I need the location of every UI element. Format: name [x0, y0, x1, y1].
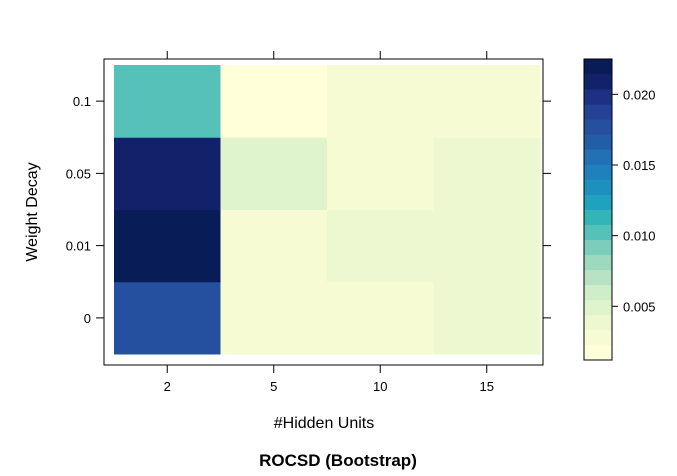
- heatmap-cell-5-0.1: [220, 65, 328, 138]
- colorbar-segment: [584, 224, 612, 240]
- colorbar-segment: [584, 119, 612, 135]
- colorbar-segment: [584, 89, 612, 105]
- x-tick-label: 5: [270, 379, 277, 394]
- colorbar-segment: [584, 239, 612, 256]
- heatmap-cell-15-0.05: [433, 137, 541, 210]
- x-tick-label: 2: [164, 379, 171, 394]
- colorbar-frame: [583, 58, 613, 361]
- heatmap-cell-2-0.05: [114, 137, 221, 210]
- heatmap-cells: [114, 65, 541, 355]
- colorbar-segment: [584, 194, 612, 210]
- heatmap-cell-2-0.01: [114, 209, 221, 283]
- y-tick-label: 0.1: [73, 94, 91, 109]
- colorbar-segment: [584, 74, 612, 90]
- x-axis-title: #Hidden Units: [274, 415, 375, 432]
- x-tick-label: 10: [373, 379, 387, 394]
- colorbar-segment: [584, 254, 612, 271]
- colorbar-segment: [584, 314, 612, 331]
- colorbar-segment: [584, 149, 612, 165]
- colorbar: 0.005 0.010 0.015 0.020: [583, 58, 656, 361]
- heatmap-cell-15-0.1: [433, 65, 541, 138]
- heatmap-cell-15-0: [433, 281, 541, 355]
- y-axis: 0 0.01 0.05 0.1: [66, 94, 551, 326]
- y-tick-label: 0.05: [66, 166, 91, 181]
- colorbar-tick-label: 0.005: [623, 299, 656, 314]
- heatmap-cell-10-0.05: [327, 137, 434, 210]
- colorbar-tick-label: 0.010: [623, 229, 656, 244]
- colorbar-segment: [584, 179, 612, 195]
- heatmap-cell-10-0: [327, 281, 434, 355]
- colorbar-segment: [584, 164, 612, 180]
- heatmap-cell-5-0: [220, 281, 328, 355]
- colorbar-segment: [584, 299, 612, 316]
- colorbar-segment: [584, 344, 612, 361]
- x-tick-label: 15: [480, 379, 494, 394]
- y-tick-label: 0: [84, 311, 91, 326]
- colorbar-tick-label: 0.015: [623, 158, 656, 173]
- colorbar-segment: [584, 209, 612, 225]
- y-tick-label: 0.01: [66, 239, 91, 254]
- heatmap-cell-2-0: [114, 281, 221, 355]
- colorbar-segment: [584, 329, 612, 346]
- heatmap-cell-5-0.01: [220, 209, 328, 283]
- x-axis: 2 5 10 15: [164, 51, 494, 394]
- colorbar-segment: [584, 104, 612, 120]
- colorbar-segment: [584, 59, 612, 75]
- chart-title: ROCSD (Bootstrap): [259, 451, 417, 470]
- plot-frame: [103, 58, 544, 366]
- y-axis-title: Weight Decay: [24, 162, 41, 261]
- colorbar-tick-label: 0.020: [623, 87, 656, 102]
- heatmap-cell-10-0.1: [327, 65, 434, 138]
- heatmap-cell-15-0.01: [433, 209, 541, 283]
- colorbar-segment: [584, 134, 612, 150]
- colorbar-segment: [584, 284, 612, 301]
- heatmap-cell-5-0.05: [220, 137, 328, 210]
- heatmap-cell-2-0.1: [114, 65, 221, 138]
- colorbar-segment: [584, 269, 612, 286]
- heatmap-cell-10-0.01: [327, 209, 434, 283]
